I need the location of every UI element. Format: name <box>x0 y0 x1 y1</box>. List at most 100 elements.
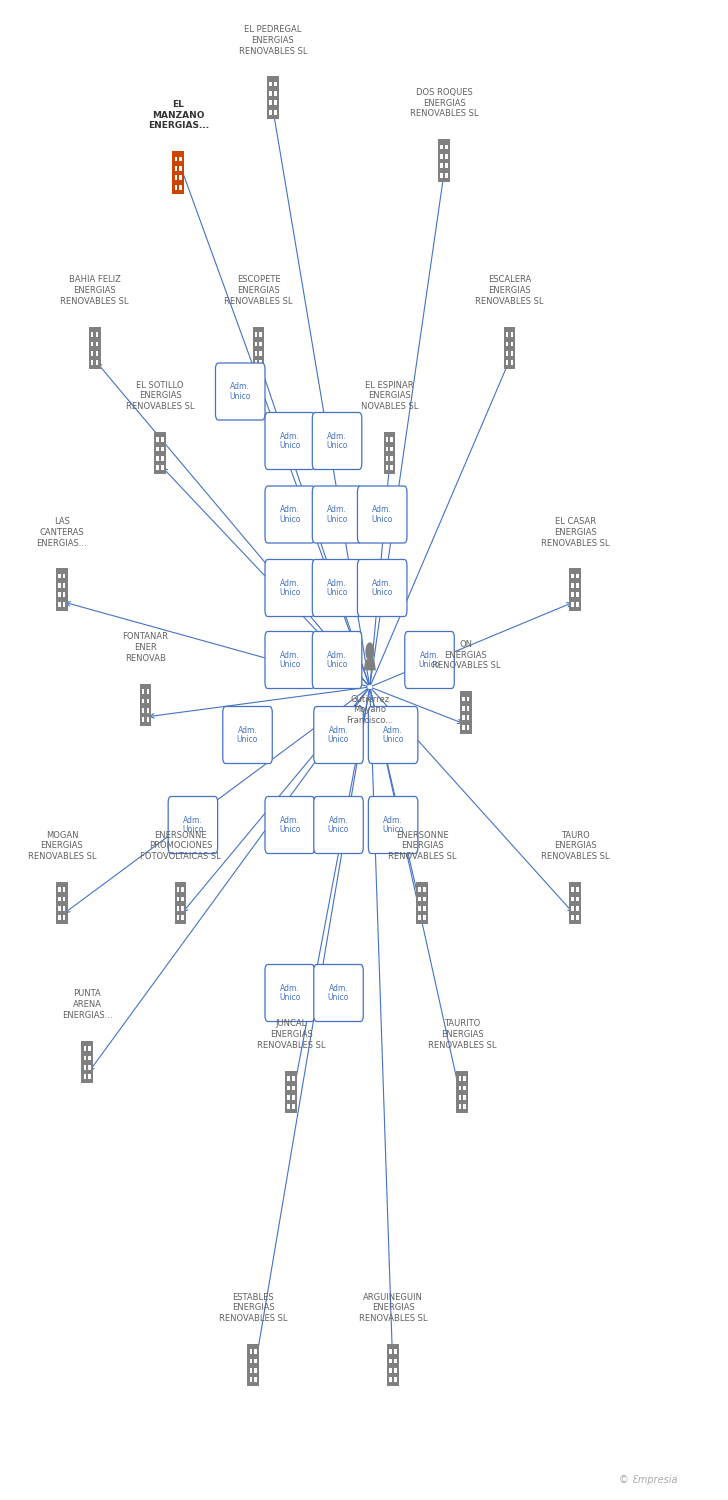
Bar <box>58 592 60 597</box>
FancyBboxPatch shape <box>312 486 362 543</box>
Text: Adm.
Unico: Adm. Unico <box>382 816 404 834</box>
Bar <box>63 886 66 892</box>
Bar <box>569 882 581 924</box>
Text: Adm.
Unico: Adm. Unico <box>279 984 301 1002</box>
Bar <box>177 906 179 910</box>
Bar <box>576 584 579 588</box>
Bar <box>56 568 68 610</box>
Bar <box>386 456 388 460</box>
Bar <box>423 886 426 892</box>
Bar <box>419 886 421 892</box>
Bar <box>58 906 60 910</box>
Bar <box>56 882 68 924</box>
Bar <box>576 592 579 597</box>
FancyBboxPatch shape <box>314 964 363 1022</box>
Bar <box>389 1348 392 1354</box>
Text: Adm.
Unico: Adm. Unico <box>279 432 301 450</box>
Bar <box>177 915 179 920</box>
FancyBboxPatch shape <box>368 706 418 764</box>
Bar <box>506 342 508 346</box>
Bar <box>419 915 421 920</box>
Bar <box>292 1095 295 1100</box>
Bar <box>175 166 177 171</box>
FancyBboxPatch shape <box>223 706 272 764</box>
Polygon shape <box>364 660 376 670</box>
Bar <box>506 351 508 355</box>
Bar <box>463 1104 466 1108</box>
Bar <box>157 465 159 470</box>
Bar <box>142 688 144 694</box>
Bar <box>571 886 574 892</box>
Bar <box>386 447 388 452</box>
Bar <box>173 152 184 194</box>
Bar <box>175 176 177 180</box>
FancyBboxPatch shape <box>265 560 314 616</box>
Bar <box>571 592 574 597</box>
Bar <box>269 100 272 105</box>
Bar <box>445 172 448 177</box>
Bar <box>146 708 149 712</box>
Bar <box>387 1344 399 1386</box>
Bar <box>91 351 93 355</box>
Text: Adm.
Unico: Adm. Unico <box>279 506 301 524</box>
Bar <box>82 1041 93 1083</box>
Bar <box>58 886 60 892</box>
Text: ARGUINEGUIN
ENERGIAS
RENOVABLES SL: ARGUINEGUIN ENERGIAS RENOVABLES SL <box>359 1293 427 1323</box>
Bar <box>84 1065 86 1070</box>
FancyBboxPatch shape <box>312 413 362 470</box>
Bar <box>142 699 144 703</box>
Text: Adm.
Unico: Adm. Unico <box>279 579 301 597</box>
Bar <box>250 1359 252 1364</box>
FancyBboxPatch shape <box>314 706 363 764</box>
Bar <box>288 1086 290 1090</box>
Bar <box>462 706 464 711</box>
Bar <box>142 708 144 712</box>
Bar <box>394 1348 397 1354</box>
Bar <box>571 906 574 910</box>
Bar <box>63 602 66 606</box>
Bar <box>510 342 513 346</box>
Text: Gutierrez
Moyano
Francisco...: Gutierrez Moyano Francisco... <box>347 694 393 724</box>
Bar <box>259 332 262 338</box>
Bar <box>146 688 149 694</box>
Text: Adm.
Unico: Adm. Unico <box>182 816 204 834</box>
Bar <box>177 886 179 892</box>
Text: TAURO
ENERGIAS
RENOVABLES SL: TAURO ENERGIAS RENOVABLES SL <box>541 831 609 861</box>
Bar <box>576 906 579 910</box>
Bar <box>58 915 60 920</box>
Text: Adm.
Unico: Adm. Unico <box>326 432 348 450</box>
Bar <box>456 1071 468 1113</box>
Bar <box>175 184 177 189</box>
Bar <box>161 436 164 442</box>
Bar <box>179 184 182 189</box>
Bar <box>288 1095 290 1100</box>
Bar <box>157 456 159 460</box>
Text: Adm.
Unico: Adm. Unico <box>279 816 301 834</box>
Text: ESTABLES
ENERGIAS
RENOVABLES SL: ESTABLES ENERGIAS RENOVABLES SL <box>219 1293 288 1323</box>
Text: LAS
CANTERAS
ENERGIAS...: LAS CANTERAS ENERGIAS... <box>36 518 87 548</box>
Bar <box>423 906 426 910</box>
FancyBboxPatch shape <box>357 560 407 616</box>
FancyBboxPatch shape <box>265 486 314 543</box>
Bar <box>460 692 472 734</box>
Bar <box>416 882 428 924</box>
FancyBboxPatch shape <box>314 796 363 853</box>
Bar <box>390 436 393 442</box>
Bar <box>157 436 159 442</box>
Bar <box>389 1368 392 1372</box>
Bar <box>58 573 60 579</box>
Bar <box>248 1344 259 1386</box>
Bar <box>440 164 443 168</box>
Bar <box>390 465 393 470</box>
Bar <box>274 92 277 96</box>
Bar <box>161 456 164 460</box>
Bar <box>181 915 184 920</box>
Bar <box>254 1368 257 1372</box>
Bar <box>467 716 470 720</box>
Bar <box>394 1359 397 1364</box>
Bar <box>146 717 149 722</box>
Bar <box>462 724 464 729</box>
Text: ENERSONNE
PROMOCIONES
FOTOVOLTAICAS SL: ENERSONNE PROMOCIONES FOTOVOLTAICAS SL <box>141 831 221 861</box>
Bar <box>269 110 272 114</box>
Bar <box>254 1377 257 1382</box>
